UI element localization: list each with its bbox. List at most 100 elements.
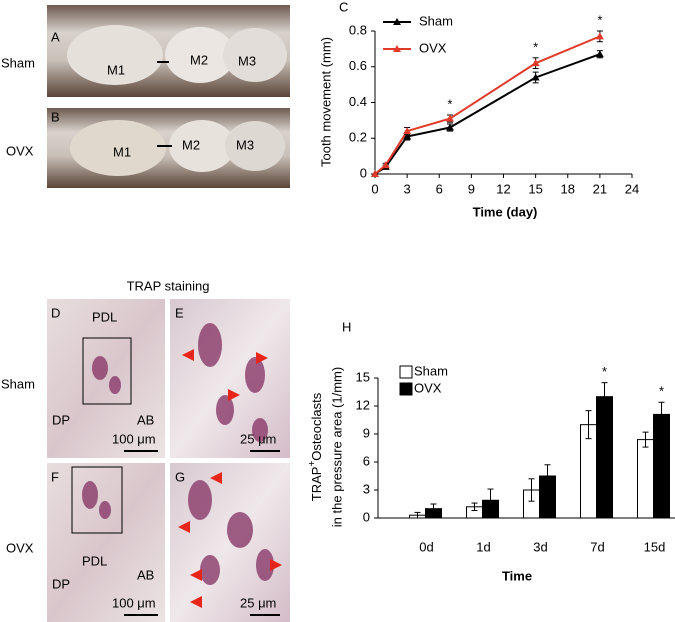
marker	[531, 73, 540, 81]
arrows	[178, 349, 282, 608]
marker	[381, 161, 390, 169]
marker	[531, 59, 540, 67]
y-tick-label: 6	[363, 453, 370, 468]
legend-label: OVX	[414, 380, 442, 395]
panel-label: C	[339, 0, 348, 14]
x-tick-label: 15d	[644, 539, 666, 554]
x-tick-label: 1d	[476, 539, 490, 554]
error-bar	[544, 464, 551, 488]
photo	[47, 299, 165, 458]
y-axis-label-part: Osteoclasts	[309, 392, 324, 460]
series-line	[374, 53, 601, 175]
y-axis-label-sup: +	[307, 461, 318, 467]
legend-marker	[393, 45, 401, 52]
error-bar	[414, 511, 421, 519]
x-tick-label: 7d	[590, 539, 604, 554]
panel-label: A	[51, 29, 60, 44]
marker	[595, 32, 604, 40]
panel-label: B	[51, 109, 60, 124]
photo	[170, 299, 290, 458]
y-tick-label: 0.4	[349, 94, 367, 109]
scale-label: 25 μm	[240, 595, 276, 610]
y-axis-label-part: TRAP	[309, 467, 324, 502]
scale-label: 25 μm	[240, 431, 276, 446]
tooth	[223, 28, 287, 82]
y-axis-label: Tooth movement (mm)	[318, 37, 333, 167]
bar	[596, 396, 613, 519]
significance-mark: *	[597, 12, 602, 27]
tooth-label: M1	[113, 144, 131, 159]
y-tick-label: 0	[363, 509, 370, 524]
y-tick-label: 0	[360, 165, 367, 180]
tissue-label: DP	[52, 576, 70, 591]
tooth	[70, 120, 166, 176]
y-tick-label: 0.2	[349, 130, 367, 145]
legend-label: Sham	[419, 13, 453, 28]
tooth-label: M2	[182, 137, 200, 152]
x-tick-label: 3	[404, 181, 411, 196]
zoom-box	[82, 337, 132, 405]
panel-label: H	[342, 319, 351, 334]
tissue-label: PDL	[82, 553, 107, 568]
x-tick-label: 9	[468, 181, 475, 196]
row-label: Sham	[1, 376, 35, 391]
tooth	[67, 25, 163, 85]
legend-swatch	[399, 365, 413, 379]
panel-label: F	[51, 469, 59, 484]
tissue-label: AB	[137, 412, 154, 427]
marker	[595, 50, 604, 58]
y-tick-label: 15	[356, 369, 370, 384]
marker	[403, 132, 412, 140]
legend-swatch	[399, 382, 413, 396]
tissue-label: PDL	[92, 309, 117, 324]
panel-label: D	[51, 305, 60, 320]
y-tick-label: 3	[363, 481, 370, 496]
zoom-box	[71, 466, 123, 534]
y-tick-label: 0.6	[349, 58, 367, 73]
tissue-label: DP	[52, 412, 70, 427]
error-bar	[528, 478, 535, 502]
significance-mark: *	[602, 364, 607, 379]
x-axis-label: Time	[502, 568, 532, 583]
scale-label: 100 μm	[112, 431, 156, 446]
y-tick-label: 9	[363, 425, 370, 440]
tooth	[169, 120, 235, 172]
marker	[403, 127, 412, 135]
bar	[637, 439, 654, 519]
panel-label: E	[175, 305, 184, 320]
x-tick-label: 12	[496, 181, 510, 196]
x-tick-label: 3d	[533, 539, 547, 554]
x-tick-label: 24	[625, 181, 639, 196]
x-tick-label: 21	[593, 181, 607, 196]
x-tick-label: 0d	[419, 539, 433, 554]
row-label: OVX	[6, 143, 34, 158]
photo	[47, 463, 165, 622]
significance-mark: *	[659, 384, 664, 399]
tooth-label: M1	[107, 62, 125, 77]
panel-title: TRAP staining	[127, 278, 210, 293]
marker	[445, 123, 454, 131]
significance-mark: *	[533, 39, 538, 54]
x-tick-label: 15	[528, 181, 542, 196]
bar	[653, 413, 670, 519]
photo-panels-top: Sham OVX A M1 M2 M3 B M1 M2 M3	[1, 5, 290, 188]
y-axis-label: in the pressure area (1/mm)	[329, 367, 344, 527]
panel-label: G	[175, 469, 185, 484]
tooth-label: M3	[236, 137, 254, 152]
tooth	[165, 27, 235, 83]
error-bar	[471, 502, 478, 512]
tooth-label: M3	[238, 53, 256, 68]
row-label: Sham	[1, 55, 35, 70]
y-axis-label: TRAP+Osteoclasts	[307, 392, 324, 501]
tissue-label: AB	[137, 567, 154, 582]
error-bar	[487, 488, 494, 512]
x-tick-label: 18	[561, 181, 575, 196]
stained-cells	[82, 323, 274, 585]
row-label: OVX	[6, 540, 34, 555]
x-tick-label: 0	[371, 181, 378, 196]
significance-mark: *	[447, 96, 452, 111]
legend-label: Sham	[414, 363, 448, 378]
x-axis-label: Time (day)	[473, 204, 538, 219]
scale-label: 100 μm	[112, 595, 156, 610]
